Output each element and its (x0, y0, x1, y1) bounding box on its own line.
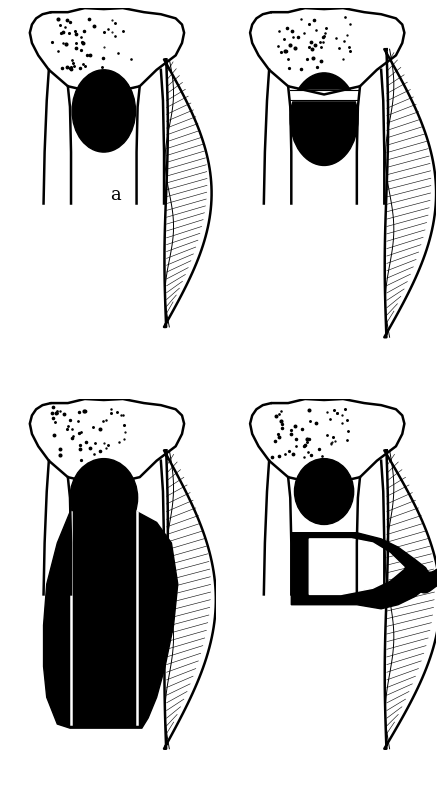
Ellipse shape (295, 459, 354, 525)
Polygon shape (384, 49, 436, 337)
Ellipse shape (70, 459, 138, 537)
Text: в: в (110, 576, 120, 595)
Ellipse shape (290, 73, 358, 165)
Text: а: а (110, 185, 121, 203)
Polygon shape (30, 399, 184, 485)
Text: г: г (330, 576, 340, 595)
Polygon shape (30, 8, 184, 94)
Polygon shape (250, 399, 405, 485)
Polygon shape (164, 451, 216, 749)
Polygon shape (250, 8, 405, 94)
Ellipse shape (72, 70, 136, 152)
Polygon shape (44, 512, 178, 728)
Polygon shape (291, 533, 432, 609)
Polygon shape (384, 451, 440, 749)
Polygon shape (309, 539, 405, 595)
Polygon shape (164, 60, 211, 327)
